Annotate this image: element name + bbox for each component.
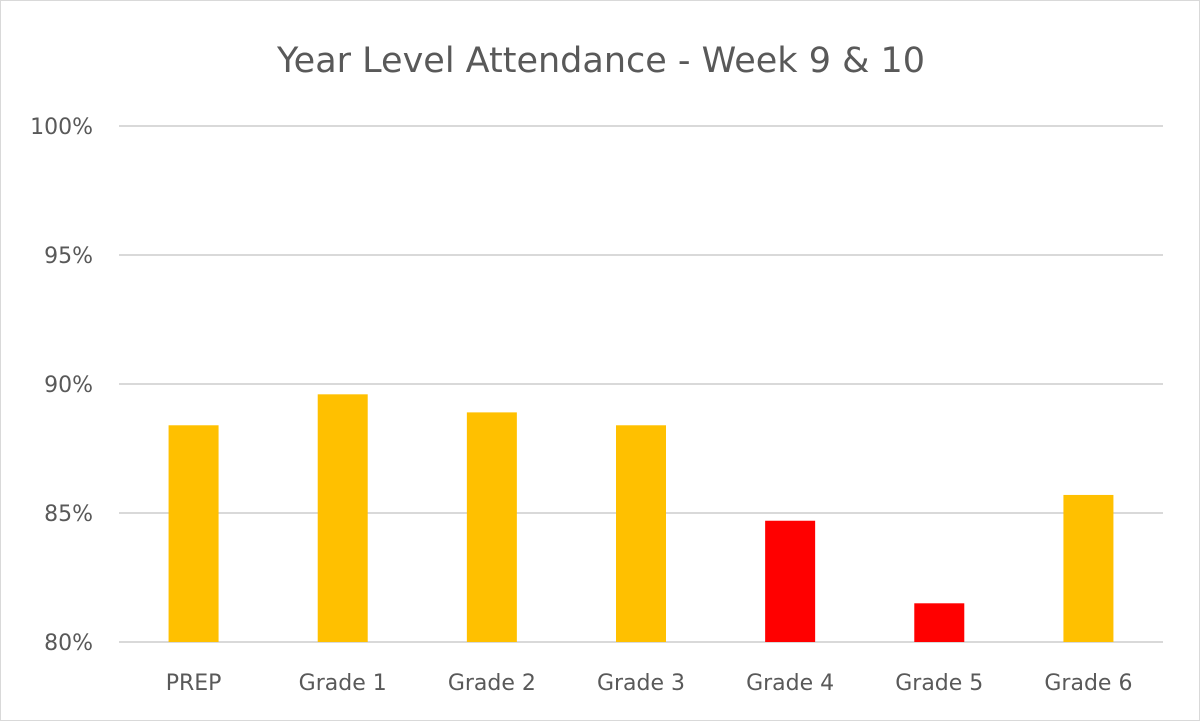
bar-prep (168, 425, 219, 642)
y-tick-label: 95% (44, 244, 93, 269)
x-category-label: Grade 6 (1044, 671, 1132, 696)
y-tick-label: 85% (44, 502, 93, 527)
bars (168, 394, 1114, 642)
y-tick-label: 80% (44, 631, 93, 656)
x-category-label: Grade 5 (895, 671, 983, 696)
bar-grade-4 (765, 520, 816, 642)
x-category-label: Grade 2 (448, 671, 536, 696)
bar-grade-5 (914, 603, 965, 642)
bar-grade-3 (616, 425, 666, 642)
bar-grade-1 (317, 394, 368, 642)
x-category-label: PREP (166, 671, 222, 696)
x-category-label: Grade 4 (746, 671, 834, 696)
y-axis-ticks: 80% 85% 90% 95% 100% (30, 115, 93, 656)
bar-grade-6 (1063, 494, 1114, 642)
x-category-label: Grade 1 (299, 671, 387, 696)
x-category-label: Grade 3 (597, 671, 685, 696)
y-tick-label: 100% (30, 115, 93, 140)
bar-grade-2 (466, 412, 517, 642)
gridlines (119, 125, 1163, 643)
y-tick-label: 90% (44, 373, 93, 398)
chart-title: Year Level Attendance - Week 9 & 10 (276, 41, 925, 81)
x-axis-categories: PREP Grade 1 Grade 2 Grade 3 Grade 4 Grade 5 G… (166, 671, 1133, 696)
